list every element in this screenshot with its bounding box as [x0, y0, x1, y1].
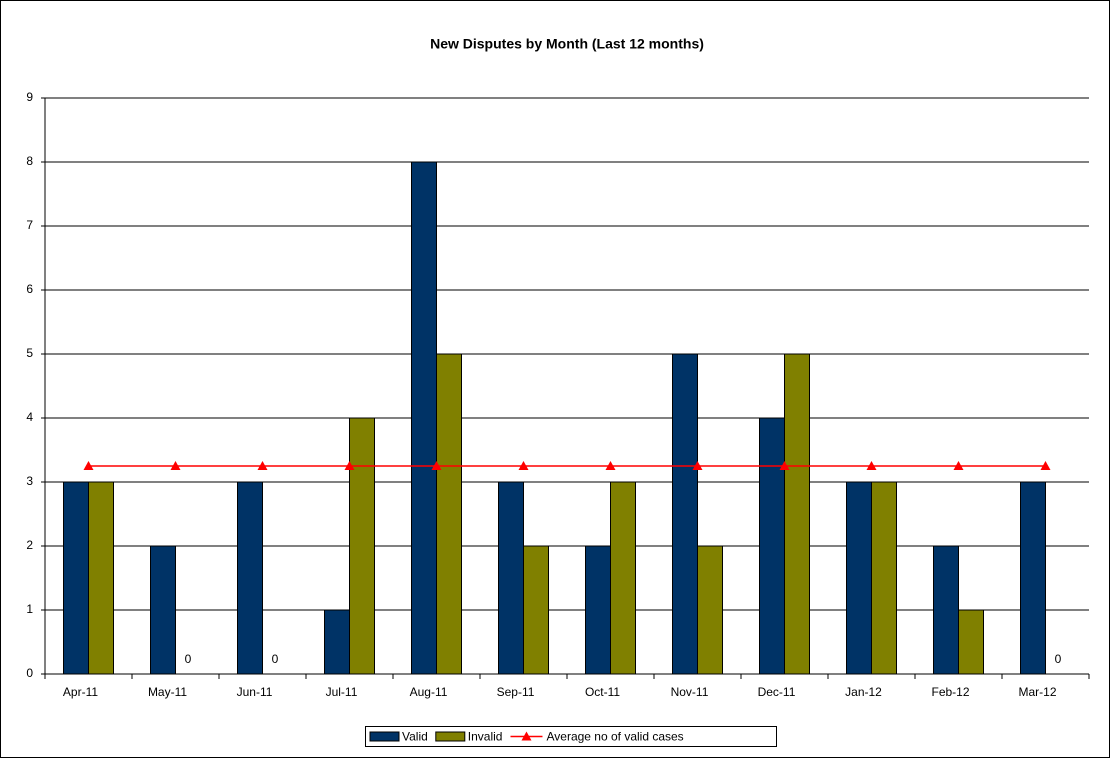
- legend-label: Average no of valid cases: [546, 730, 683, 744]
- legend-swatch: [435, 731, 466, 742]
- x-tick-label: Aug-11: [410, 685, 448, 699]
- line-marker: [866, 461, 877, 470]
- bar: [63, 481, 89, 675]
- bar: [871, 481, 897, 675]
- data-label: 0: [185, 652, 192, 666]
- x-tick-label: Jan-12: [845, 685, 882, 699]
- y-tick-label: 6: [26, 282, 33, 296]
- line-marker: [692, 461, 703, 470]
- bar: [523, 545, 549, 675]
- line-marker: [344, 461, 355, 470]
- legend-swatch: [369, 731, 400, 742]
- y-tick-label: 9: [26, 90, 33, 104]
- bar: [411, 161, 437, 675]
- legend-label: Valid: [402, 730, 428, 744]
- bar: [237, 481, 263, 675]
- bar: [697, 545, 723, 675]
- bar: [933, 545, 959, 675]
- line-marker: [431, 461, 442, 470]
- bar: [498, 481, 524, 675]
- chart-title: New Disputes by Month (Last 12 months): [430, 36, 704, 52]
- bar: [759, 417, 785, 675]
- x-tick-label: Mar-12: [1018, 685, 1056, 699]
- bar: [324, 609, 350, 675]
- y-tick-label: 1: [26, 602, 33, 616]
- line-marker: [953, 461, 964, 470]
- y-tick-label: 0: [26, 666, 33, 680]
- line-marker: [521, 731, 532, 741]
- line-marker: [170, 461, 181, 470]
- bar: [150, 545, 176, 675]
- bar: [436, 353, 462, 675]
- line-marker: [1040, 461, 1051, 470]
- line-marker: [605, 461, 616, 470]
- bar: [1020, 481, 1046, 675]
- y-tick-label: 8: [26, 154, 33, 168]
- bar: [585, 545, 611, 675]
- y-tick-label: 7: [26, 218, 33, 232]
- y-tick-label: 3: [26, 474, 33, 488]
- bar: [672, 353, 698, 675]
- y-tick-label: 5: [26, 346, 33, 360]
- line-marker: [518, 461, 529, 470]
- line-marker: [83, 461, 94, 470]
- data-label: 0: [272, 652, 279, 666]
- x-tick-label: Jul-11: [326, 685, 358, 699]
- bar: [784, 353, 810, 675]
- bar: [846, 481, 872, 675]
- line-marker: [779, 461, 790, 470]
- bar: [958, 609, 984, 675]
- legend-label: Invalid: [468, 730, 503, 744]
- y-tick-label: 2: [26, 538, 33, 552]
- line-marker: [257, 461, 268, 470]
- x-tick-label: Apr-11: [63, 685, 98, 699]
- x-tick-label: May-11: [148, 685, 187, 699]
- x-tick-label: Sep-11: [497, 685, 535, 699]
- bar: [610, 481, 636, 675]
- x-tick-label: Feb-12: [931, 685, 969, 699]
- x-tick-label: Dec-11: [758, 685, 796, 699]
- x-tick-label: Oct-11: [585, 685, 620, 699]
- legend-box: [365, 726, 777, 747]
- data-label: 0: [1055, 652, 1062, 666]
- x-tick-label: Nov-11: [671, 685, 709, 699]
- x-tick-label: Jun-11: [237, 685, 273, 699]
- bar: [349, 417, 375, 675]
- bar: [88, 481, 114, 675]
- y-tick-label: 4: [26, 410, 33, 424]
